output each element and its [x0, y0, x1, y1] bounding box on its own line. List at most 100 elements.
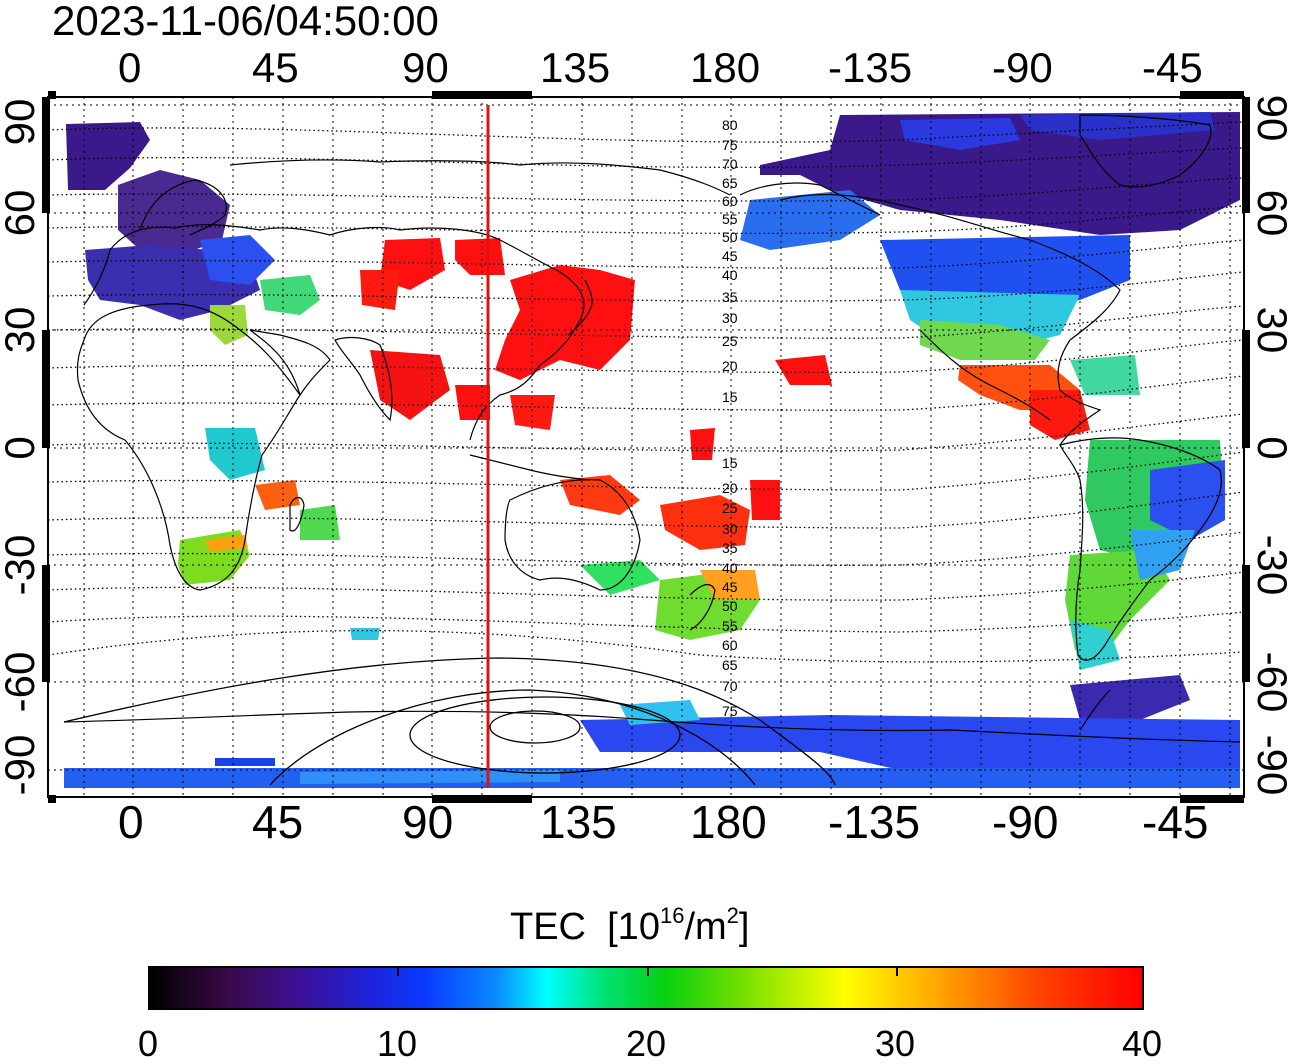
coast-greenland — [1079, 114, 1212, 188]
tec-patch — [455, 238, 505, 275]
tec-patch — [760, 112, 1240, 235]
contour-label: 25 — [722, 333, 738, 349]
left-lat-tick-label: 60 — [0, 190, 43, 237]
frame-tick — [1180, 795, 1244, 803]
colorbar-unit-mid: /m — [684, 906, 727, 948]
colorbar-title: TEC [1016/m2] — [510, 905, 749, 949]
contour-line — [489, 710, 581, 744]
colorbar-tick-label: 30 — [874, 1023, 916, 1064]
coast-europe — [83, 224, 401, 306]
frame-tick-bars — [42, 91, 1250, 803]
coast-australia — [504, 479, 641, 591]
tec-patch — [300, 505, 340, 540]
frame-tick — [432, 795, 532, 803]
contour-label: 70 — [722, 156, 738, 172]
frame-tick — [42, 330, 50, 448]
contour-label: 35 — [722, 540, 738, 556]
grid-line — [83, 97, 1231, 797]
tec-patch — [255, 480, 300, 510]
bottom-lon-tick-label: 180 — [690, 796, 767, 848]
right-lat-tick-label: 0 — [1249, 436, 1294, 459]
contour-label: 65 — [722, 657, 738, 673]
contour-label: 40 — [722, 560, 738, 576]
coast-nz — [689, 583, 716, 631]
tec-patch — [64, 768, 1240, 788]
top-lon-tick-label: 0 — [118, 44, 142, 91]
colorbar-unit-end: ] — [738, 906, 750, 948]
contour-label: 30 — [722, 521, 738, 537]
contour-label: 80 — [722, 117, 738, 133]
contour-label: 55 — [722, 618, 738, 634]
tec-patch — [260, 275, 320, 315]
tec-patch — [920, 320, 1050, 360]
frame-tick — [42, 97, 50, 213]
tec-patch — [300, 770, 560, 784]
tec-patch — [510, 395, 555, 430]
contour-label: 15 — [722, 455, 738, 471]
right-lat-tick-label: 60 — [1249, 190, 1294, 237]
colorbar-tick — [397, 968, 399, 976]
contour-label: 50 — [722, 598, 738, 614]
tec-patch — [880, 235, 1130, 305]
coast-asia-north — [229, 159, 731, 196]
contour-label: 20 — [722, 358, 738, 374]
colorbar-title-quantity: TEC — [510, 906, 586, 948]
frame-tick — [1242, 565, 1250, 682]
tec-patch — [1070, 620, 1120, 670]
colorbar-unit-exponent: 16 — [659, 903, 685, 928]
bottom-lon-tick-label: -135 — [828, 796, 921, 848]
bottom-lon-tick-label: 135 — [540, 796, 617, 848]
colorbar-tick — [647, 968, 649, 976]
right-lat-tick-label: -30 — [1249, 535, 1294, 596]
right-lat-tick-label: 90 — [1249, 95, 1294, 142]
coast-south-america — [1059, 437, 1222, 661]
tec-patch — [205, 428, 265, 480]
tec-patch — [580, 715, 1240, 775]
bottom-lon-tick-label: -90 — [992, 796, 1059, 848]
top-lon-tick-label: -45 — [1142, 44, 1203, 91]
bottom-lon-tick-label: 45 — [252, 796, 304, 848]
top-lon-tick-label: 135 — [540, 44, 611, 91]
contour-label: 30 — [722, 310, 738, 326]
contour-label: 25 — [722, 500, 738, 516]
tec-patch — [350, 628, 380, 640]
contour-line — [63, 657, 836, 786]
frame-tick — [1242, 330, 1250, 448]
contour-line — [269, 689, 756, 786]
top-lon-tick-label: 90 — [402, 44, 449, 91]
colorbar — [148, 966, 1144, 1010]
contour-label: 60 — [722, 637, 738, 653]
frame-tick — [42, 565, 50, 682]
colorbar-tick-label: 20 — [625, 1023, 667, 1064]
tec-patch — [1070, 355, 1140, 395]
contour-label: 65 — [722, 175, 738, 191]
coast-antarctic-peninsula — [1079, 689, 1111, 731]
bottom-lon-tick-label: 0 — [118, 796, 144, 848]
coast-mexico — [919, 329, 1051, 421]
right-lat-tick-label: -90 — [1249, 735, 1294, 796]
contour-label: 75 — [722, 137, 738, 153]
left-lat-tick-label: 0 — [0, 436, 43, 459]
contour-label: 50 — [722, 229, 738, 245]
contour-label: 40 — [722, 267, 738, 283]
contour-label: 60 — [722, 193, 738, 209]
left-lat-tick-label: -60 — [0, 652, 43, 713]
right-lat-tick-label: 30 — [1249, 307, 1294, 354]
frame-tick — [48, 795, 56, 803]
tec-patch — [740, 190, 880, 250]
tec-patch — [205, 535, 248, 552]
left-lat-tick-label: -90 — [0, 735, 43, 796]
tec-patch — [1150, 460, 1225, 540]
tec-patch — [580, 560, 660, 595]
contour-label: 55 — [722, 211, 738, 227]
coast-alaska — [739, 182, 881, 216]
frame-tick — [1242, 97, 1250, 213]
top-lon-tick-label: 180 — [690, 44, 761, 91]
contour-label: 45 — [722, 579, 738, 595]
top-lon-tick-label: -135 — [828, 44, 913, 91]
colorbar-tick-label: 0 — [137, 1023, 159, 1064]
tec-patch — [210, 305, 248, 345]
tec-patch — [750, 480, 780, 520]
tec-patch — [900, 118, 1020, 150]
tec-data-layer — [64, 112, 1240, 788]
